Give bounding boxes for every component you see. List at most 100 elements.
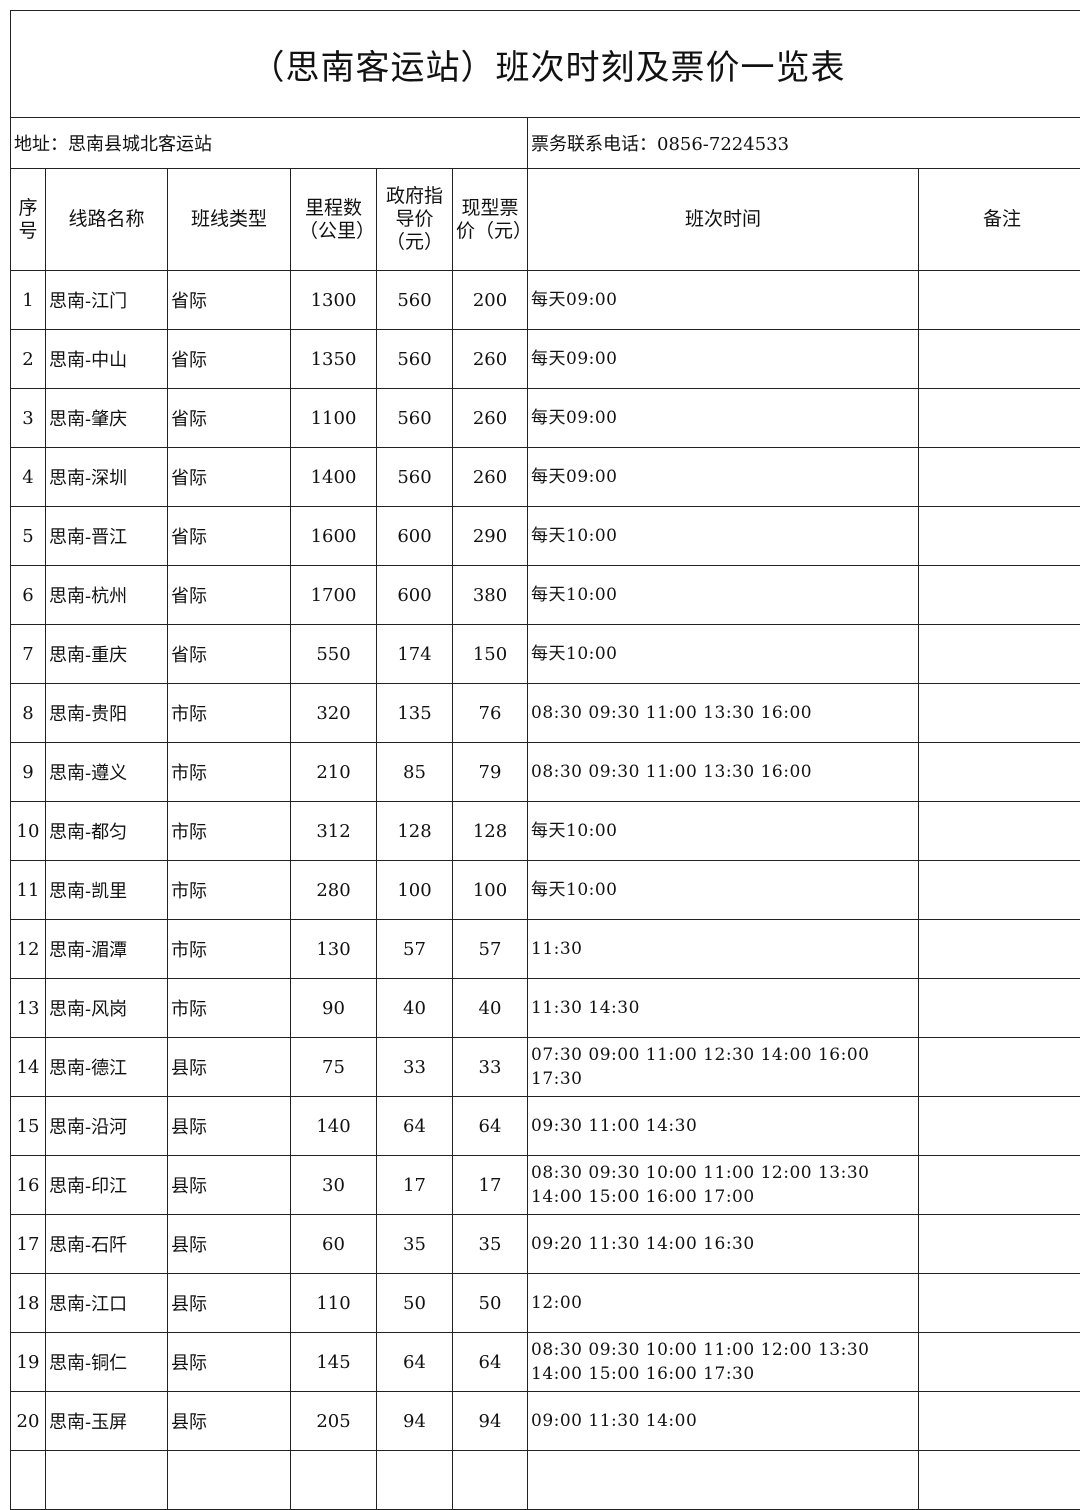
col-type: 省际	[168, 330, 291, 389]
col-remarks	[919, 1215, 1080, 1274]
col-distance: 550	[291, 625, 377, 684]
col-route: 思南-杭州	[46, 566, 168, 625]
col-price: 94	[453, 1392, 528, 1451]
col-type: 县际	[168, 1274, 291, 1333]
page-title: （思南客运站）班次时刻及票价一览表	[11, 11, 1080, 118]
col-price: 76	[453, 684, 528, 743]
col-price: 35	[453, 1215, 528, 1274]
col-route: 思南-德江	[46, 1038, 168, 1097]
col-index: 7	[11, 625, 46, 684]
col-times: 每天09:00	[528, 330, 919, 389]
col-type: 县际	[168, 1392, 291, 1451]
col-index: 10	[11, 802, 46, 861]
col-distance: 1700	[291, 566, 377, 625]
col-remarks	[919, 1333, 1080, 1392]
col-times: 08:30 09:30 10:00 11:00 12:00 13:30 14:0…	[528, 1333, 919, 1392]
col-times: 09:00 11:30 14:00	[528, 1392, 919, 1451]
col-type: 县际	[168, 1215, 291, 1274]
col-gov-price: 135	[377, 684, 453, 743]
col-gov-price: 560	[377, 448, 453, 507]
empty-cell	[377, 1451, 453, 1510]
col-route: 思南-贵阳	[46, 684, 168, 743]
header-route: 线路名称	[46, 169, 168, 271]
col-gov-price: 560	[377, 389, 453, 448]
col-type: 县际	[168, 1333, 291, 1392]
col-remarks	[919, 684, 1080, 743]
col-price: 260	[453, 330, 528, 389]
col-times: 09:30 11:00 14:30	[528, 1097, 919, 1156]
col-index: 2	[11, 330, 46, 389]
col-remarks	[919, 507, 1080, 566]
col-remarks	[919, 1156, 1080, 1215]
col-route: 思南-印江	[46, 1156, 168, 1215]
col-remarks	[919, 625, 1080, 684]
empty-cell	[46, 1451, 168, 1510]
col-index: 9	[11, 743, 46, 802]
col-gov-price: 174	[377, 625, 453, 684]
col-distance: 320	[291, 684, 377, 743]
col-price: 64	[453, 1097, 528, 1156]
col-distance: 140	[291, 1097, 377, 1156]
col-gov-price: 64	[377, 1097, 453, 1156]
col-route: 思南-重庆	[46, 625, 168, 684]
col-remarks	[919, 802, 1080, 861]
header-times: 班次时间	[528, 169, 919, 271]
col-type: 县际	[168, 1097, 291, 1156]
header-index: 序号	[11, 169, 46, 271]
col-type: 市际	[168, 979, 291, 1038]
empty-cell	[919, 1451, 1080, 1510]
col-distance: 75	[291, 1038, 377, 1097]
col-gov-price: 35	[377, 1215, 453, 1274]
col-remarks	[919, 1274, 1080, 1333]
col-route: 思南-石阡	[46, 1215, 168, 1274]
col-distance: 1350	[291, 330, 377, 389]
col-type: 省际	[168, 507, 291, 566]
col-distance: 90	[291, 979, 377, 1038]
col-index: 14	[11, 1038, 46, 1097]
header-distance: 里程数（公里）	[291, 169, 377, 271]
col-index: 4	[11, 448, 46, 507]
col-price: 33	[453, 1038, 528, 1097]
col-index: 8	[11, 684, 46, 743]
col-route: 思南-铜仁	[46, 1333, 168, 1392]
col-price: 290	[453, 507, 528, 566]
col-index: 1	[11, 271, 46, 330]
col-price: 50	[453, 1274, 528, 1333]
col-distance: 1600	[291, 507, 377, 566]
header-gov-price: 政府指导价（元）	[377, 169, 453, 271]
col-type: 县际	[168, 1038, 291, 1097]
col-type: 省际	[168, 625, 291, 684]
col-route: 思南-风岗	[46, 979, 168, 1038]
col-times: 每天10:00	[528, 802, 919, 861]
col-times: 每天09:00	[528, 271, 919, 330]
col-distance: 312	[291, 802, 377, 861]
col-times: 每天10:00	[528, 566, 919, 625]
col-times: 12:00	[528, 1274, 919, 1333]
col-gov-price: 100	[377, 861, 453, 920]
col-distance: 145	[291, 1333, 377, 1392]
empty-cell	[291, 1451, 377, 1510]
col-route: 思南-都匀	[46, 802, 168, 861]
col-type: 市际	[168, 861, 291, 920]
col-times: 11:30	[528, 920, 919, 979]
col-route: 思南-凯里	[46, 861, 168, 920]
col-times: 07:30 09:00 11:00 12:30 14:00 16:00 17:3…	[528, 1038, 919, 1097]
address: 地址：思南县城北客运站	[11, 118, 528, 169]
col-route: 思南-湄潭	[46, 920, 168, 979]
col-price: 200	[453, 271, 528, 330]
col-price: 57	[453, 920, 528, 979]
col-remarks	[919, 743, 1080, 802]
col-route: 思南-玉屏	[46, 1392, 168, 1451]
